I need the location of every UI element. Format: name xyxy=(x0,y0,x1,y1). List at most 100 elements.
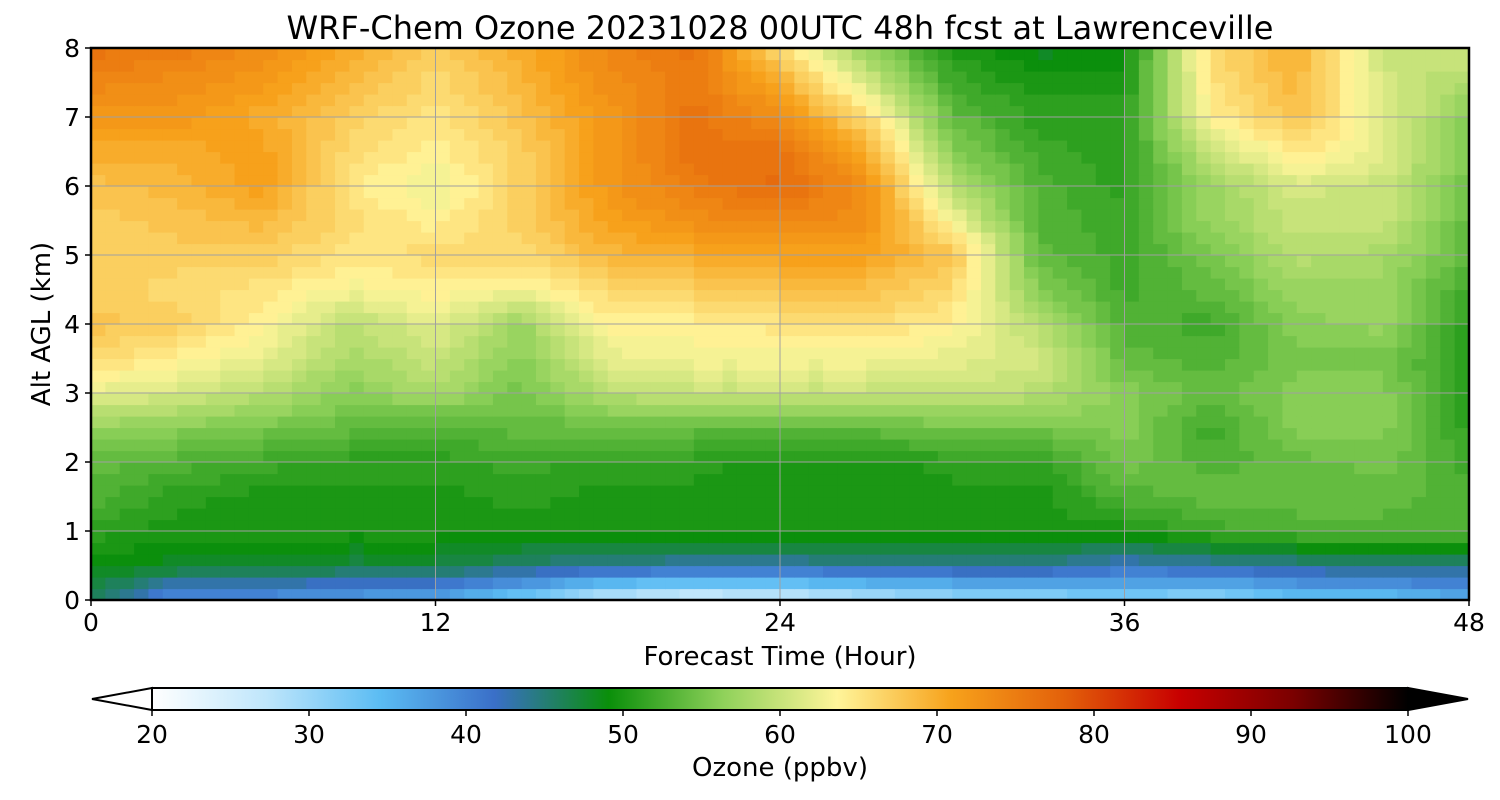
ozone-cell xyxy=(349,232,365,245)
ozone-cell xyxy=(593,462,609,475)
ozone-cell xyxy=(162,577,178,590)
ozone-cell xyxy=(521,324,537,337)
ozone-cell xyxy=(320,393,336,406)
ozone-cell xyxy=(736,312,752,325)
ozone-cell xyxy=(1067,48,1083,61)
ozone-cell xyxy=(263,71,279,84)
ozone-cell xyxy=(478,59,494,72)
ozone-cell xyxy=(1167,370,1183,383)
ozone-cell xyxy=(248,243,264,256)
ozone-cell xyxy=(1067,151,1083,164)
ozone-cell xyxy=(1282,59,1298,72)
ozone-cell xyxy=(478,531,494,544)
ozone-cell xyxy=(794,358,810,371)
ozone-cell xyxy=(1224,473,1240,486)
ozone-cell xyxy=(378,485,394,498)
ozone-cell xyxy=(1382,347,1398,360)
ozone-cell xyxy=(406,427,422,440)
ozone-cell xyxy=(1282,462,1298,475)
ozone-cell xyxy=(1024,565,1039,578)
ozone-cell xyxy=(291,324,307,337)
ozone-cell xyxy=(980,278,996,291)
ozone-cell xyxy=(765,439,781,452)
ozone-cell xyxy=(91,289,106,302)
ozone-cell xyxy=(851,542,867,555)
ozone-cell xyxy=(866,404,882,417)
ozone-cell xyxy=(937,289,953,302)
ozone-cell xyxy=(191,312,207,325)
ozone-cell xyxy=(708,151,724,164)
ozone-cell xyxy=(1052,232,1068,245)
ozone-cell xyxy=(320,94,336,107)
ozone-cell xyxy=(449,82,465,95)
ozone-cell xyxy=(191,485,207,498)
ozone-cell xyxy=(177,542,193,555)
ozone-cell xyxy=(1081,209,1097,222)
ozone-cell xyxy=(191,174,207,187)
ozone-cell xyxy=(794,462,810,475)
ozone-cell xyxy=(1253,117,1269,130)
ozone-cell xyxy=(1268,404,1283,417)
ozone-cell xyxy=(1196,531,1212,544)
ozone-cell xyxy=(535,48,551,61)
ozone-cell xyxy=(220,565,236,578)
colorbar-extend-low xyxy=(91,686,153,712)
ozone-cell xyxy=(1311,531,1327,544)
ozone-cell xyxy=(105,117,121,130)
ozone-cell xyxy=(579,48,594,61)
ozone-cell xyxy=(1081,542,1097,555)
ozone-cell xyxy=(1196,462,1212,475)
ozone-cell xyxy=(220,381,236,394)
ozone-cell xyxy=(378,542,394,555)
ozone-cell xyxy=(894,577,910,590)
ozone-cell xyxy=(320,174,336,187)
ozone-cell xyxy=(909,335,925,348)
ozone-cell xyxy=(1181,105,1197,118)
ozone-cell xyxy=(995,577,1011,590)
ozone-cell xyxy=(335,588,350,600)
ozone-cell xyxy=(1339,48,1355,61)
ozone-cell xyxy=(263,174,279,187)
ozone-cell xyxy=(1354,117,1370,130)
ozone-cell xyxy=(1009,140,1025,153)
ozone-cell xyxy=(1181,462,1197,475)
ozone-cell xyxy=(234,140,250,153)
ozone-cell xyxy=(550,335,566,348)
ozone-cell xyxy=(952,462,968,475)
ozone-cell xyxy=(980,393,996,406)
ozone-cell xyxy=(880,82,896,95)
ozone-cell xyxy=(593,289,609,302)
ozone-cell xyxy=(1038,255,1054,268)
ozone-cell xyxy=(306,427,322,440)
ozone-cell xyxy=(1425,324,1441,337)
ozone-cell xyxy=(492,243,508,256)
ozone-cell xyxy=(980,82,996,95)
ozone-cell xyxy=(765,59,781,72)
ozone-cell xyxy=(995,519,1011,532)
ozone-cell xyxy=(1210,554,1226,567)
ozone-cell xyxy=(1110,462,1126,475)
ozone-cell xyxy=(507,94,523,107)
ozone-cell xyxy=(579,473,594,486)
ozone-cell xyxy=(636,554,652,567)
ozone-cell xyxy=(1038,278,1054,291)
ozone-cell xyxy=(1052,197,1068,210)
ozone-cell xyxy=(693,462,709,475)
ozone-cell xyxy=(148,462,164,475)
ozone-cell xyxy=(1081,393,1097,406)
ozone-cell xyxy=(952,531,968,544)
ozone-cell xyxy=(1368,82,1384,95)
ozone-cell xyxy=(622,232,638,245)
ozone-cell xyxy=(823,220,839,233)
ozone-cell xyxy=(1138,209,1154,222)
ozone-cell xyxy=(1239,462,1255,475)
ozone-cell xyxy=(736,266,752,279)
ozone-cell xyxy=(579,105,594,118)
ozone-cell xyxy=(550,220,566,233)
ozone-cell xyxy=(234,163,250,176)
ozone-cell xyxy=(277,301,293,314)
ozone-cell xyxy=(1167,427,1183,440)
ozone-cell xyxy=(808,347,824,360)
ozone-cell xyxy=(823,577,839,590)
ozone-cell xyxy=(937,312,953,325)
